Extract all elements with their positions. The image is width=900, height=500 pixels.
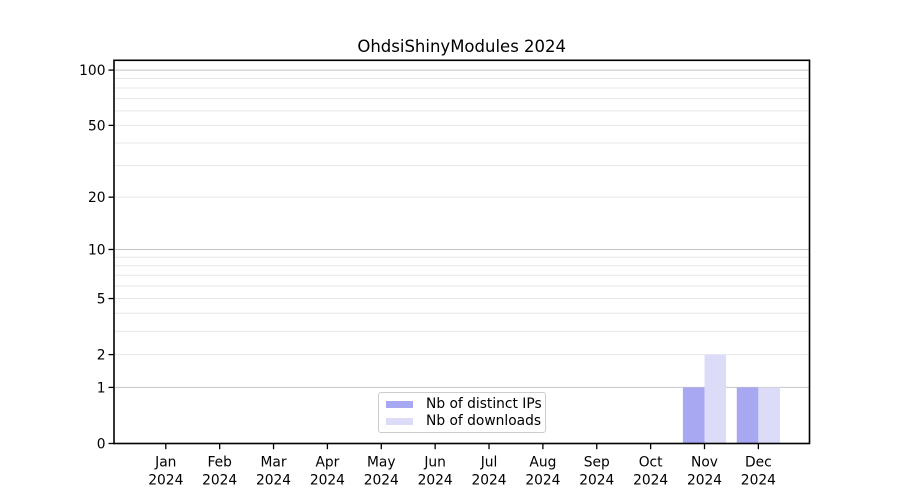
legend: Nb of distinct IPs Nb of downloads (378, 392, 546, 433)
legend-swatch-downloads (386, 417, 413, 425)
x-tick-label-month: Jun (423, 455, 446, 471)
x-axis-tick-labels: Jan 2024 Feb 2024 Mar 2024 Apr 2024 May 2024 Jun 20… (148, 455, 776, 489)
x-tick-label-jun-2024: Jun 2024 (418, 455, 453, 489)
x-tick-label-month: Aug (529, 455, 556, 471)
y-tick-label-0: 0 (97, 436, 106, 452)
x-tick-label-year: 2024 (741, 473, 776, 489)
legend-item-distinct-ips: Nb of distinct IPs (386, 396, 542, 412)
x-tick-label-nov-2024: Nov 2024 (687, 455, 722, 489)
x-tick-label-mar-2024: Mar 2024 (256, 455, 291, 489)
y-axis-ticks (108, 69, 114, 445)
y-tick-label-2: 2 (97, 348, 106, 364)
x-tick-label-jan-2024: Jan 2024 (148, 455, 183, 489)
x-tick-label-month: May (367, 455, 396, 471)
x-tick-label-year: 2024 (418, 473, 453, 489)
bar-dec-series-1 (758, 387, 780, 444)
legend-item-downloads: Nb of downloads (386, 413, 542, 429)
y-tick-label-100: 100 (79, 63, 105, 79)
y-axis-tick-labels: 0 1 2 5 10 20 50 100 (79, 63, 105, 452)
x-tick-label-month: Nov (691, 455, 718, 471)
bars (682, 354, 780, 444)
bar-nov-series-1 (704, 354, 727, 444)
y-tick-label-10: 10 (88, 242, 106, 258)
x-tick-label-month: Sep (584, 455, 610, 471)
legend-swatch-distinct-ips (386, 400, 413, 408)
x-tick-label-year: 2024 (148, 473, 183, 489)
gridlines-minor (114, 78, 809, 356)
x-tick-label-month: Apr (315, 455, 339, 471)
x-axis-ticks (165, 443, 760, 450)
x-tick-label-dec-2024: Dec 2024 (741, 455, 776, 489)
gridlines-major (114, 69, 809, 388)
x-tick-label-oct-2024: Oct 2024 (633, 455, 668, 489)
legend-label-distinct-ips: Nb of distinct IPs (426, 396, 542, 412)
x-tick-label-month: Jul (480, 455, 498, 471)
x-tick-label-sep-2024: Sep 2024 (579, 455, 614, 489)
x-tick-label-year: 2024 (256, 473, 291, 489)
x-tick-label-month: Mar (261, 455, 287, 471)
y-tick-label-5: 5 (97, 291, 106, 307)
x-tick-label-jul-2024: Jul 2024 (471, 455, 506, 489)
x-tick-label-aug-2024: Aug 2024 (525, 455, 560, 489)
x-tick-label-year: 2024 (310, 473, 345, 489)
plot-border (113, 59, 811, 445)
x-tick-label-year: 2024 (202, 473, 237, 489)
legend-label-downloads: Nb of downloads (426, 413, 542, 429)
x-tick-label-month: Dec (745, 455, 772, 471)
x-tick-label-feb-2024: Feb 2024 (202, 455, 237, 489)
x-tick-label-year: 2024 (579, 473, 614, 489)
y-tick-label-20: 20 (88, 190, 106, 206)
x-tick-label-year: 2024 (364, 473, 399, 489)
x-tick-label-month: Feb (207, 455, 231, 471)
chart-title: OhdsiShinyModules 2024 (357, 37, 566, 56)
x-tick-label-apr-2024: Apr 2024 (310, 455, 345, 489)
bar-dec-series-0 (736, 387, 759, 444)
x-tick-label-may-2024: May 2024 (364, 455, 399, 489)
x-tick-label-year: 2024 (525, 473, 560, 489)
x-tick-label-month: Jan (154, 455, 176, 471)
x-tick-label-year: 2024 (471, 473, 506, 489)
y-tick-label-50: 50 (88, 118, 106, 134)
bar-nov-series-0 (682, 387, 705, 444)
y-tick-label-1: 1 (97, 380, 106, 396)
x-tick-label-year: 2024 (633, 473, 668, 489)
x-tick-label-year: 2024 (687, 473, 722, 489)
x-tick-label-month: Oct (639, 455, 663, 471)
